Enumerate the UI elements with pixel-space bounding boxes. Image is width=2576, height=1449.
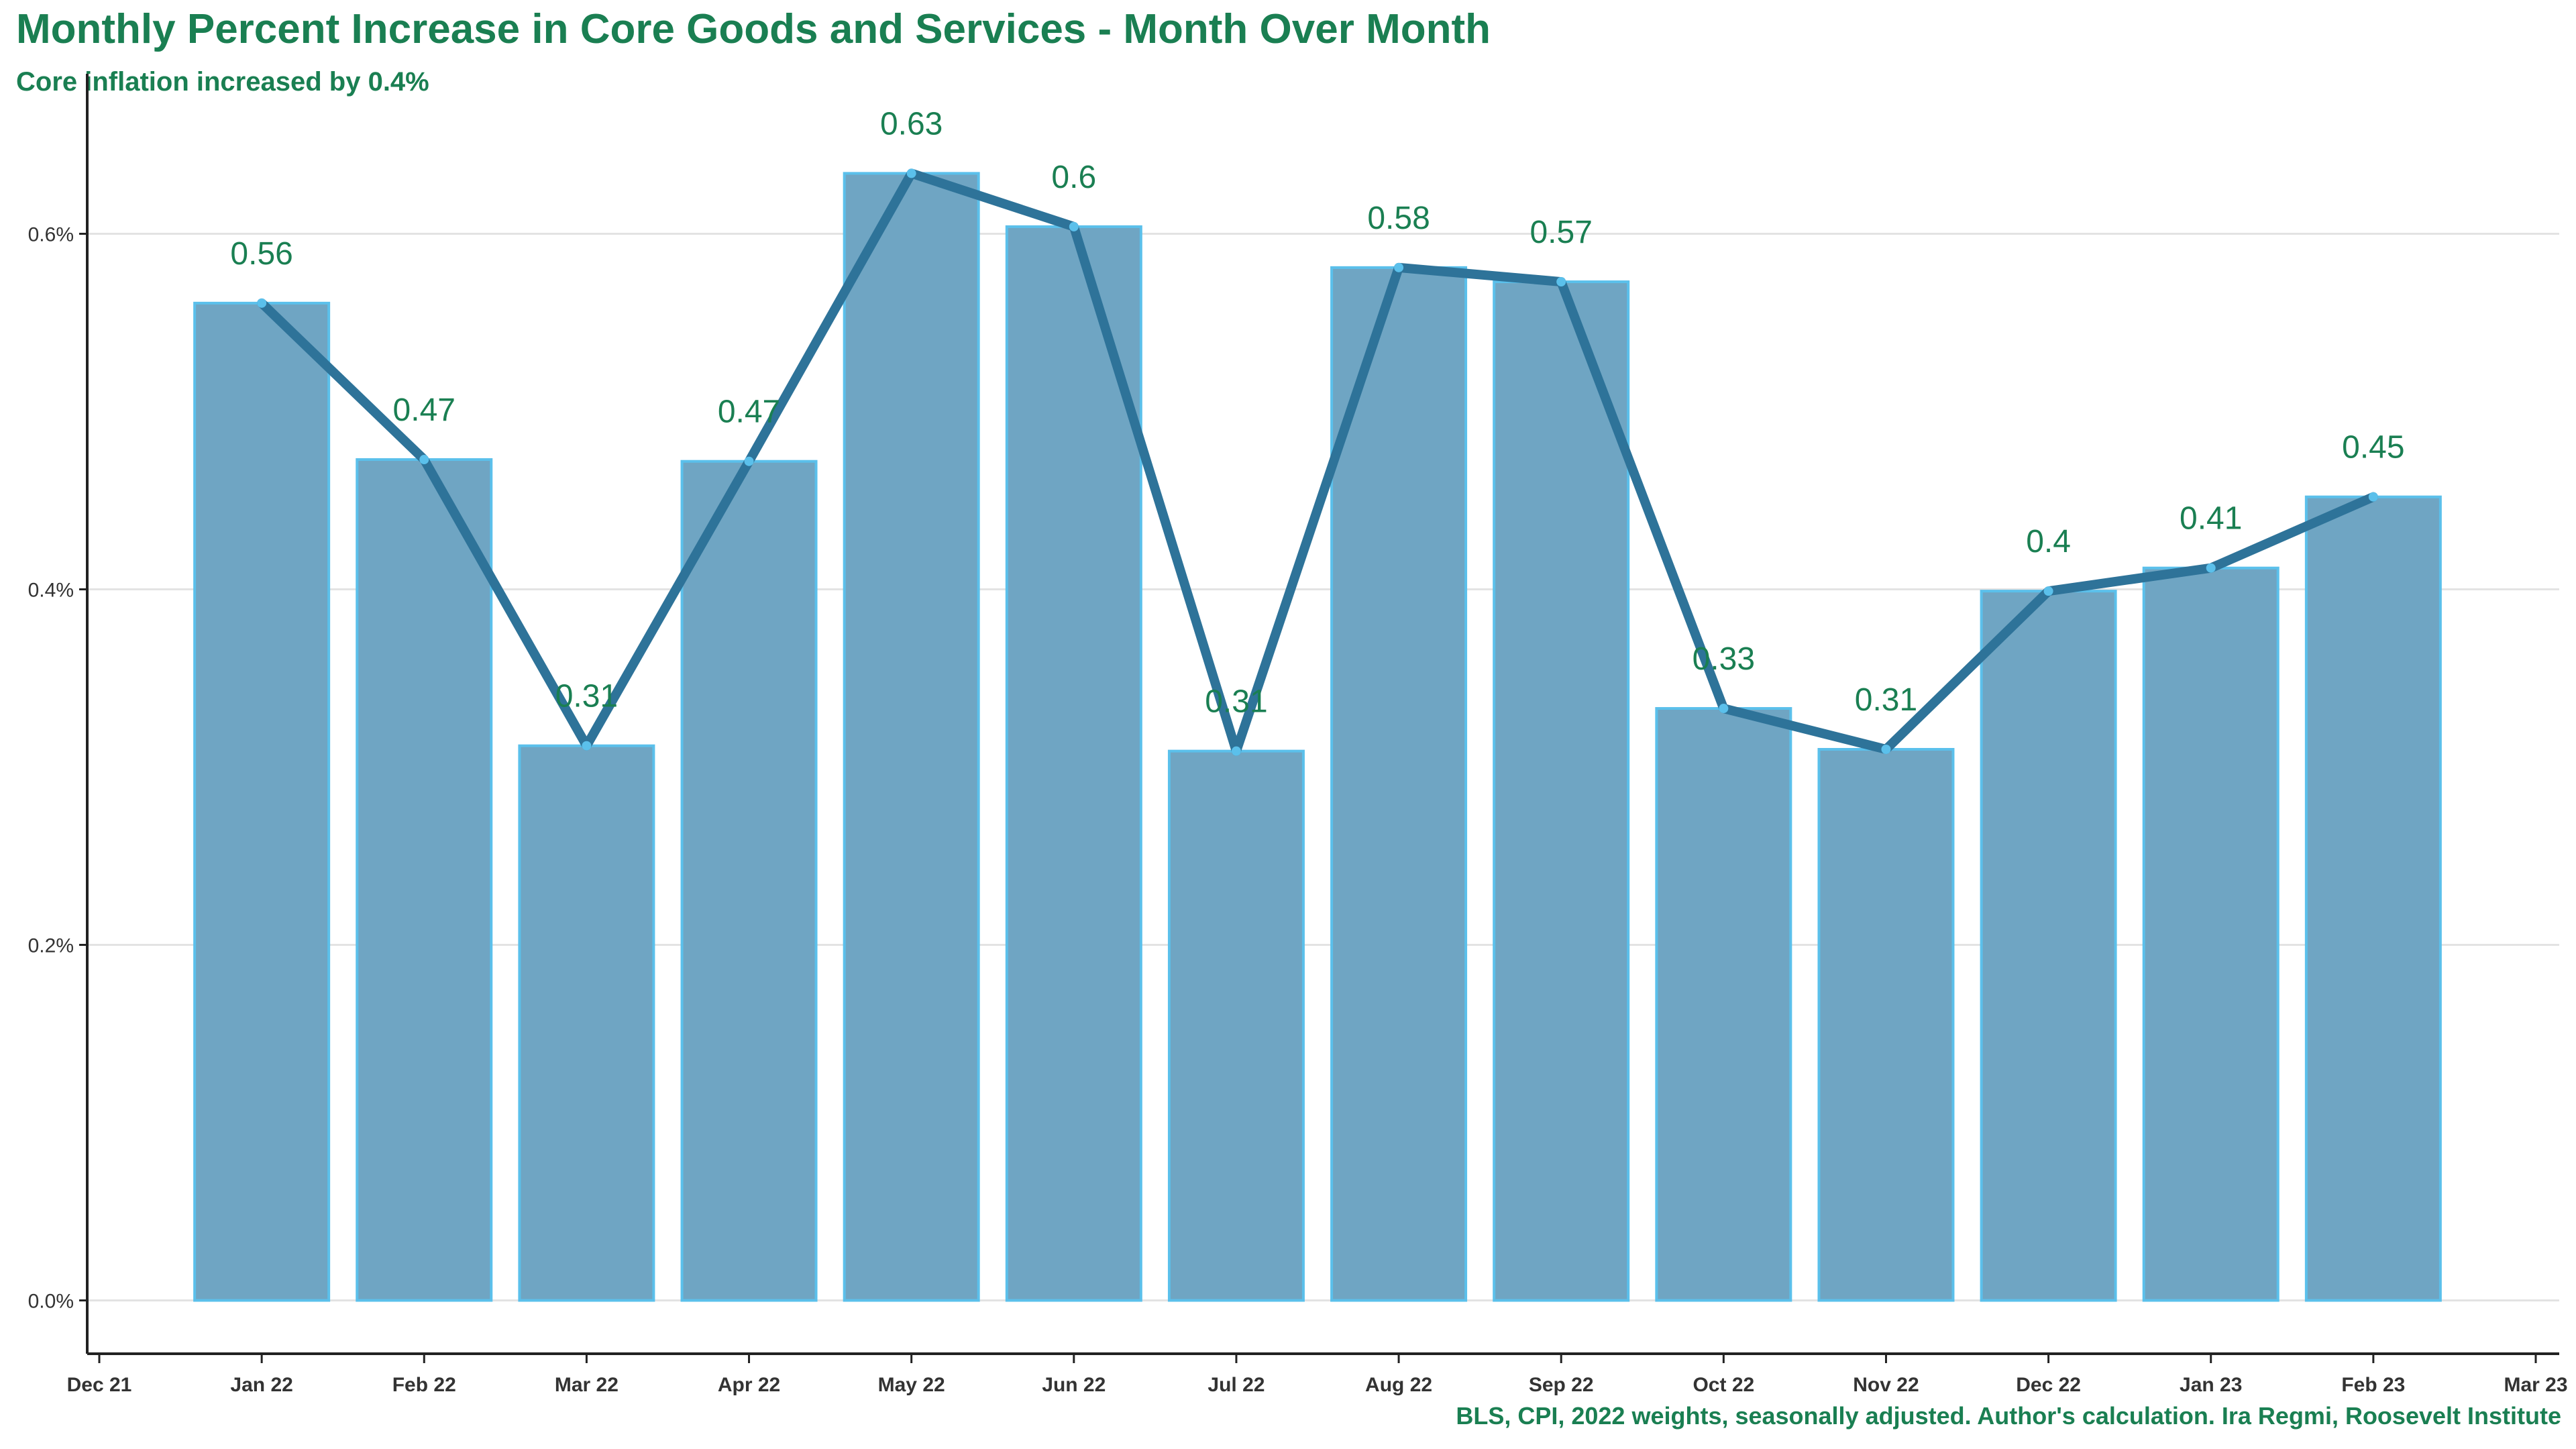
- data-label: 0.57: [1529, 215, 1592, 250]
- bar-sep-22: [1493, 280, 1630, 1302]
- data-label: 0.31: [1855, 682, 1917, 718]
- data-label: 0.41: [2180, 501, 2242, 537]
- bar-dec-22: [1980, 590, 2117, 1302]
- y-tick-label: 0.4%: [28, 580, 74, 602]
- bar-nov-22: [1817, 748, 1955, 1302]
- x-tick-label: Sep 22: [1529, 1374, 1594, 1396]
- chart-caption: BLS, CPI, 2022 weights, seasonally adjus…: [1456, 1402, 2561, 1430]
- trend-point: [1394, 262, 1404, 272]
- trend-point: [1719, 704, 1729, 714]
- x-tick-label: Feb 23: [2341, 1374, 2405, 1396]
- data-label: 0.6: [1051, 160, 1096, 195]
- y-axis-ticks: 0.0% 0.2% 0.4% 0.6%: [28, 224, 87, 1313]
- x-tick-label: Feb 22: [392, 1374, 456, 1396]
- data-label: 0.45: [2342, 430, 2404, 466]
- x-tick-label: Dec 22: [2016, 1374, 2081, 1396]
- bar-apr-22: [680, 460, 818, 1302]
- trend-point: [2043, 586, 2053, 596]
- trend-point: [2368, 492, 2378, 502]
- trend-point: [744, 456, 754, 466]
- trend-point: [1556, 277, 1566, 287]
- bar-jul-22: [1167, 749, 1305, 1302]
- bar-may-22: [843, 172, 980, 1302]
- data-label: 0.31: [1205, 684, 1267, 720]
- bar-mar-22: [518, 744, 655, 1302]
- x-tick-label: Mar 23: [2504, 1374, 2567, 1396]
- trend-point: [1881, 745, 1891, 754]
- x-tick-label: Jun 22: [1042, 1374, 1106, 1396]
- trend-point: [906, 168, 916, 178]
- x-tick-label: Aug 22: [1365, 1374, 1432, 1396]
- y-tick-label: 0.2%: [28, 935, 74, 957]
- x-tick-label: Jan 22: [230, 1374, 292, 1396]
- trend-point: [257, 298, 267, 308]
- x-tick-label: Oct 22: [1693, 1374, 1754, 1396]
- bar-jun-22: [1005, 225, 1142, 1302]
- bar-jan-23: [2142, 566, 2279, 1302]
- chart-title: Monthly Percent Increase in Core Goods a…: [16, 6, 1491, 52]
- x-tick-label: Nov 22: [1853, 1374, 1919, 1396]
- axes: [86, 74, 2559, 1355]
- chart-subtitle: Core inflation increased by 0.4%: [16, 67, 429, 97]
- bar-oct-22: [1655, 707, 1792, 1302]
- data-label: 0.4: [2026, 524, 2071, 559]
- bar-aug-22: [1330, 266, 1468, 1302]
- data-label: 0.63: [880, 106, 943, 142]
- trend-point: [419, 455, 429, 465]
- trend-point: [582, 741, 592, 751]
- bar-jan-22: [193, 301, 331, 1302]
- trend-point: [1231, 746, 1241, 756]
- trend-point: [2206, 563, 2216, 573]
- y-tick-label: 0.0%: [28, 1291, 74, 1313]
- data-label: 0.58: [1367, 201, 1430, 236]
- trend-line-path: [257, 168, 2378, 756]
- x-tick-label: Apr 22: [718, 1374, 780, 1396]
- data-labels: 0.56 0.47 0.31 0.47 0.63 0.6 0.31 0.58 0.57 0.33 0…: [230, 106, 2404, 719]
- data-label: 0.33: [1693, 641, 1755, 677]
- x-tick-label: May 22: [878, 1374, 945, 1396]
- x-tick-label: Mar 22: [555, 1374, 619, 1396]
- data-label: 0.31: [555, 679, 618, 714]
- x-tick-label: Jul 22: [1208, 1374, 1265, 1396]
- x-tick-label: Jan 23: [2180, 1374, 2242, 1396]
- data-label: 0.47: [393, 392, 455, 428]
- bars: [193, 172, 2442, 1302]
- y-tick-label: 0.6%: [28, 224, 74, 246]
- data-label: 0.47: [718, 394, 780, 430]
- bar-feb-23: [2304, 495, 2442, 1302]
- bar-feb-22: [356, 458, 493, 1302]
- x-axis-ticks: Dec 21 Jan 22 Feb 22 Mar 22 Apr 22 May 22 Jun …: [67, 1354, 2568, 1396]
- x-tick-label: Dec 21: [67, 1374, 132, 1396]
- trend-line: [257, 168, 2378, 756]
- trend-point: [1069, 221, 1079, 231]
- data-label: 0.56: [230, 236, 292, 272]
